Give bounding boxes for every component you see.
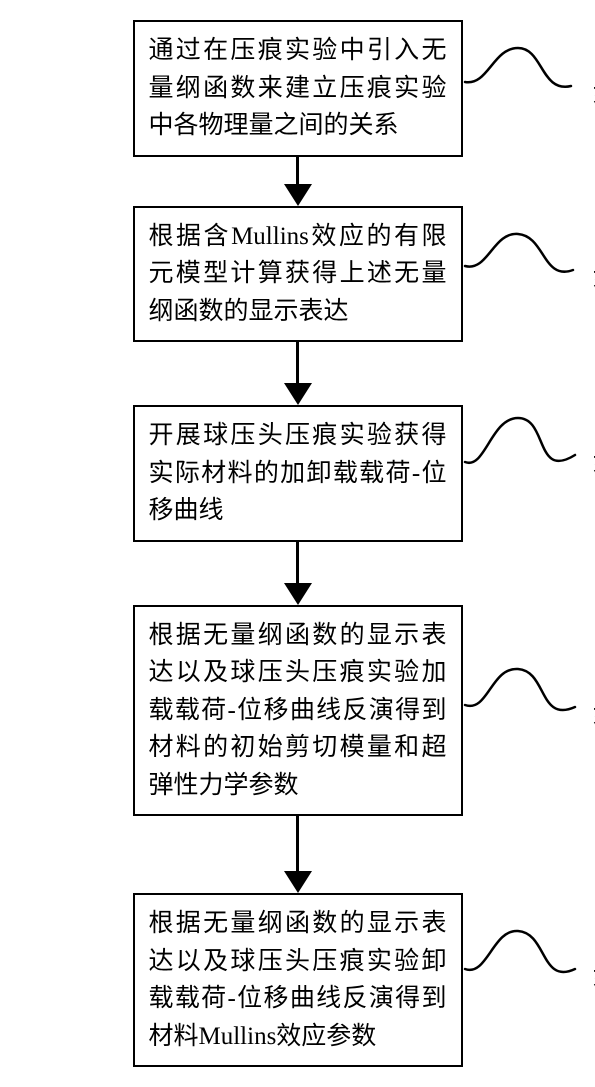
step-row: 根据无量纲函数的显示表达以及球压头压痕实验加载载荷-位移曲线反演得到材料的初始剪… — [133, 605, 463, 817]
wavy-connector — [463, 38, 593, 108]
wavy-connector — [463, 226, 593, 296]
step-text: 根据无量纲函数的显示表达以及球压头压痕实验卸载载荷-位移曲线反演得到材料Mull… — [149, 905, 447, 1055]
step-text: 根据无量纲函数的显示表达以及球压头压痕实验加载载荷-位移曲线反演得到材料的初始剪… — [149, 617, 447, 805]
flow-arrow — [284, 342, 312, 405]
step-box-2: 根据含Mullins效应的有限元模型计算获得上述无量纲函数的显示表达 — [133, 206, 463, 343]
wavy-connector — [463, 410, 593, 490]
step-text: 通过在压痕实验中引入无量纲函数来建立压痕实验中各物理量之间的关系 — [149, 32, 447, 145]
step-row: 开展球压头压痕实验获得实际材料的加卸载载荷-位移曲线 步骤3 — [133, 405, 463, 542]
step-box-4: 根据无量纲函数的显示表达以及球压头压痕实验加载载荷-位移曲线反演得到材料的初始剪… — [133, 605, 463, 817]
wavy-connector — [463, 661, 593, 741]
flow-arrow — [284, 816, 312, 893]
step-text: 根据含Mullins效应的有限元模型计算获得上述无量纲函数的显示表达 — [149, 218, 447, 331]
step-text: 开展球压头压痕实验获得实际材料的加卸载载荷-位移曲线 — [149, 417, 447, 530]
step-row: 根据无量纲函数的显示表达以及球压头压痕实验卸载载荷-位移曲线反演得到材料Mull… — [133, 893, 463, 1067]
flow-arrow — [284, 157, 312, 206]
flowchart: 通过在压痕实验中引入无量纲函数来建立压痕实验中各物理量之间的关系 步骤1 根据含… — [133, 20, 463, 1067]
step-box-1: 通过在压痕实验中引入无量纲函数来建立压痕实验中各物理量之间的关系 — [133, 20, 463, 157]
step-row: 根据含Mullins效应的有限元模型计算获得上述无量纲函数的显示表达 步骤2 — [133, 206, 463, 343]
wavy-connector — [463, 923, 593, 1003]
flow-arrow — [284, 542, 312, 605]
step-box-3: 开展球压头压痕实验获得实际材料的加卸载载荷-位移曲线 — [133, 405, 463, 542]
step-row: 通过在压痕实验中引入无量纲函数来建立压痕实验中各物理量之间的关系 步骤1 — [133, 20, 463, 157]
step-box-5: 根据无量纲函数的显示表达以及球压头压痕实验卸载载荷-位移曲线反演得到材料Mull… — [133, 893, 463, 1067]
